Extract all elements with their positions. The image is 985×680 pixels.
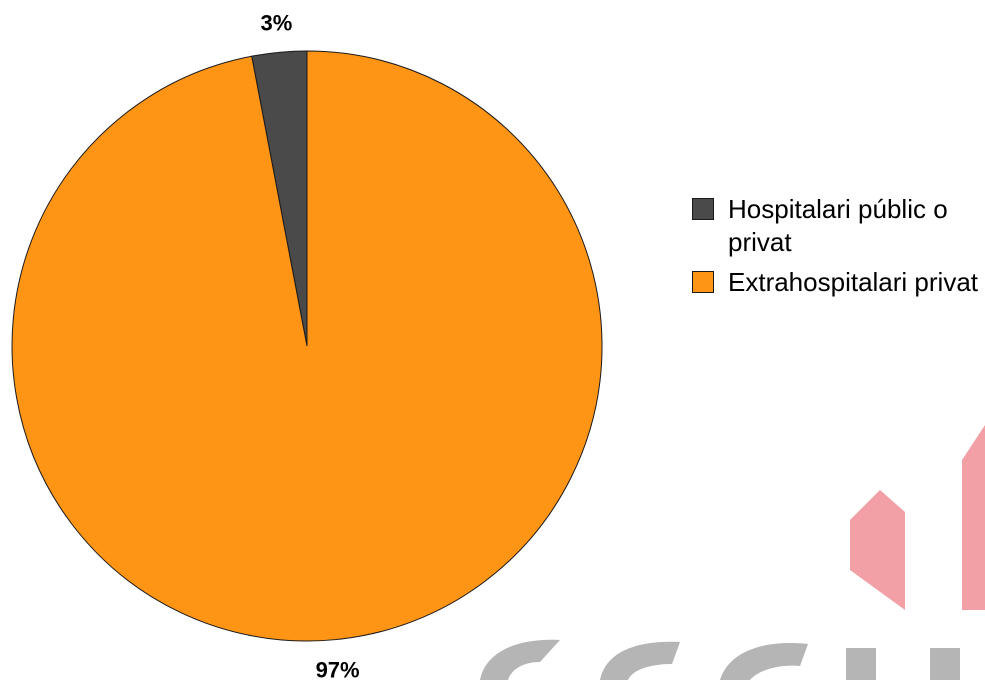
watermark-letter-4	[846, 648, 876, 680]
legend-label-hospitalari: Hospitalari públic o privat	[728, 194, 948, 257]
watermark-logo	[480, 425, 985, 680]
data-label-extrahospitalari: 97%	[316, 658, 360, 680]
legend-swatch-hospitalari	[692, 198, 714, 220]
legend-label-extrahospitalari: Extrahospitalari privat	[728, 267, 978, 297]
legend-item-extrahospitalari: Extrahospitalari privat	[692, 266, 982, 299]
legend-swatch-extrahospitalari	[692, 271, 714, 293]
watermark-letter-2	[600, 641, 680, 680]
watermark-shape-small	[850, 490, 905, 610]
legend-item-hospitalari: Hospitalari públic o privat	[692, 193, 982, 259]
legend: Hospitalari públic o privat Extrahospita…	[692, 193, 982, 306]
data-label-hospitalari: 3%	[261, 10, 293, 35]
pie-slices	[11, 50, 603, 642]
watermark-letter-3	[720, 643, 808, 680]
watermark-letter-5	[930, 648, 960, 680]
watermark-letter-1	[480, 639, 560, 680]
pie-slice-extrahospitalari	[11, 50, 603, 642]
watermark-shape-tall	[962, 425, 985, 610]
